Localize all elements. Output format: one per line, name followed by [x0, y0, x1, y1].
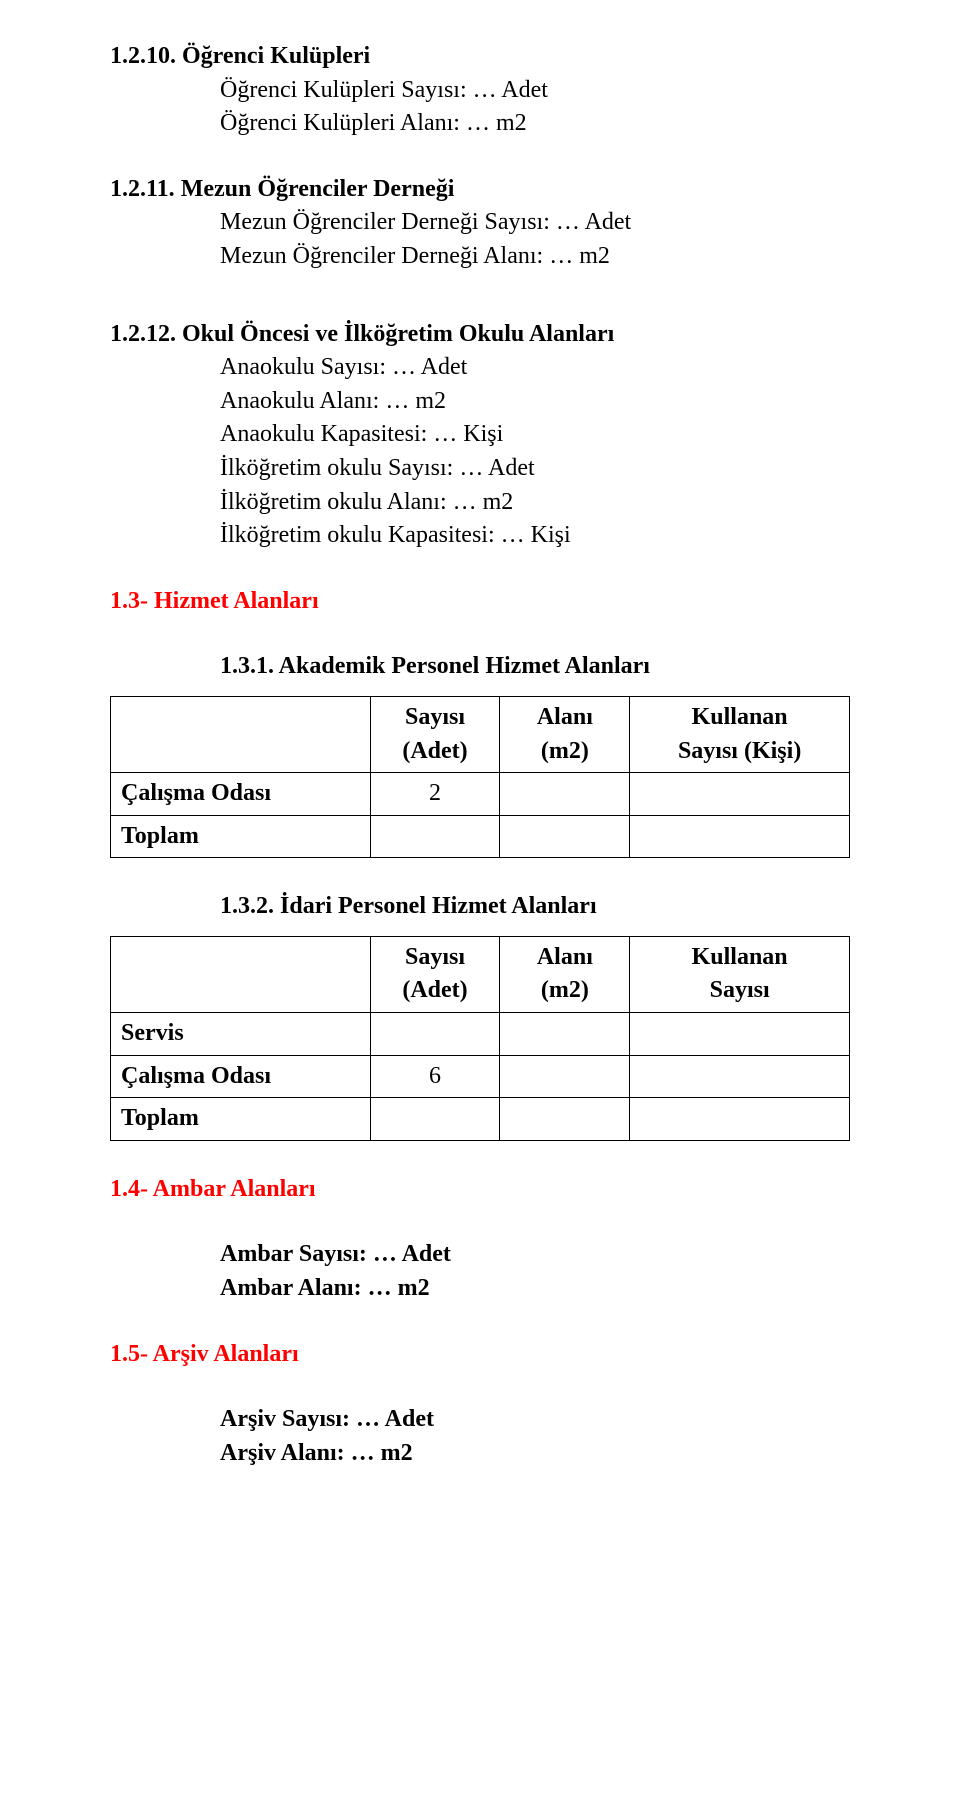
header-area-l1: Alanı: [510, 701, 619, 735]
section-num: 1.2.10.: [110, 43, 176, 69]
line: Anaokulu Kapasitesi: … Kişi: [220, 418, 850, 452]
header-users-l2: Sayısı: [640, 974, 839, 1008]
row-users: [630, 773, 850, 816]
header-users: Kullanan Sayısı (Kişi): [630, 696, 850, 772]
header-count-l2: (Adet): [381, 974, 490, 1008]
line: İlköğretim okulu Kapasitesi: … Kişi: [220, 519, 850, 553]
header-area-l2: (m2): [510, 735, 619, 769]
header-count: Sayısı (Adet): [370, 696, 500, 772]
row-label: Servis: [111, 1013, 371, 1056]
section-1-2-12-heading: 1.2.12. Okul Öncesi ve İlköğretim Okulu …: [110, 318, 850, 352]
header-empty: [111, 936, 371, 1012]
row-area: [500, 1055, 630, 1098]
header-users-l1: Kullanan: [640, 941, 839, 975]
header-count-l2: (Adet): [381, 735, 490, 769]
header-area-l2: (m2): [510, 974, 619, 1008]
section-1-3-heading: 1.3- Hizmet Alanları: [110, 585, 850, 619]
section-num: 1.2.11.: [110, 176, 175, 202]
row-area: [500, 773, 630, 816]
section-1-5-heading: 1.5- Arşiv Alanları: [110, 1338, 850, 1372]
row-label: Toplam: [111, 1098, 371, 1141]
row-label: Çalışma Odası: [111, 1055, 371, 1098]
table-academic-staff: Sayısı (Adet) Alanı (m2) Kullanan Sayısı…: [110, 696, 850, 858]
row-label: Çalışma Odası: [111, 773, 371, 816]
row-count: 6: [370, 1055, 500, 1098]
line: Anaokulu Sayısı: … Adet: [220, 351, 850, 385]
line: Arşiv Alanı: … m2: [220, 1437, 850, 1471]
line: Öğrenci Kulüpleri Sayısı: … Adet: [220, 74, 850, 108]
row-users: [630, 1055, 850, 1098]
header-users: Kullanan Sayısı: [630, 936, 850, 1012]
header-count: Sayısı (Adet): [370, 936, 500, 1012]
table-row: Toplam: [111, 815, 850, 858]
row-users: [630, 1013, 850, 1056]
row-area: [500, 815, 630, 858]
row-users: [630, 815, 850, 858]
header-count-l1: Sayısı: [381, 941, 490, 975]
line: Anaokulu Alanı: … m2: [220, 385, 850, 419]
row-users: [630, 1098, 850, 1141]
table-row: Çalışma Odası 6: [111, 1055, 850, 1098]
table-row: Çalışma Odası 2: [111, 773, 850, 816]
section-title: Okul Öncesi ve İlköğretim Okulu Alanları: [182, 321, 614, 347]
header-users-l2: Sayısı (Kişi): [640, 735, 839, 769]
line: İlköğretim okulu Sayısı: … Adet: [220, 452, 850, 486]
line: İlköğretim okulu Alanı: … m2: [220, 486, 850, 520]
header-users-l1: Kullanan: [640, 701, 839, 735]
line: Ambar Sayısı: … Adet: [220, 1238, 850, 1272]
header-count-l1: Sayısı: [381, 701, 490, 735]
header-area: Alanı (m2): [500, 696, 630, 772]
section-title: Mezun Öğrenciler Derneği: [181, 176, 455, 202]
table-admin-staff: Sayısı (Adet) Alanı (m2) Kullanan Sayısı…: [110, 936, 850, 1141]
section-1-2-10-heading: 1.2.10. Öğrenci Kulüpleri: [110, 40, 850, 74]
line: Mezun Öğrenciler Derneği Alanı: … m2: [220, 240, 850, 274]
page: 1.2.10. Öğrenci Kulüpleri Öğrenci Kulüpl…: [0, 0, 960, 1796]
row-count: [370, 1098, 500, 1141]
line: Arşiv Sayısı: … Adet: [220, 1403, 850, 1437]
section-1-2-11-heading: 1.2.11. Mezun Öğrenciler Derneği: [110, 173, 850, 207]
table-header-row: Sayısı (Adet) Alanı (m2) Kullanan Sayısı…: [111, 696, 850, 772]
line: Ambar Alanı: … m2: [220, 1272, 850, 1306]
section-1-3-2-heading: 1.3.2. İdari Personel Hizmet Alanları: [220, 890, 850, 924]
table-row: Servis: [111, 1013, 850, 1056]
header-area: Alanı (m2): [500, 936, 630, 1012]
header-area-l1: Alanı: [510, 941, 619, 975]
section-1-3-1-heading: 1.3.1. Akademik Personel Hizmet Alanları: [220, 650, 850, 684]
row-count: [370, 815, 500, 858]
section-num: 1.2.12.: [110, 321, 176, 347]
row-area: [500, 1098, 630, 1141]
row-area: [500, 1013, 630, 1056]
table-row: Toplam: [111, 1098, 850, 1141]
row-label: Toplam: [111, 815, 371, 858]
line: Mezun Öğrenciler Derneği Sayısı: … Adet: [220, 206, 850, 240]
section-1-4-heading: 1.4- Ambar Alanları: [110, 1173, 850, 1207]
line: Öğrenci Kulüpleri Alanı: … m2: [220, 107, 850, 141]
row-count: 2: [370, 773, 500, 816]
row-count: [370, 1013, 500, 1056]
table-header-row: Sayısı (Adet) Alanı (m2) Kullanan Sayısı: [111, 936, 850, 1012]
section-title: Öğrenci Kulüpleri: [182, 43, 370, 69]
header-empty: [111, 696, 371, 772]
